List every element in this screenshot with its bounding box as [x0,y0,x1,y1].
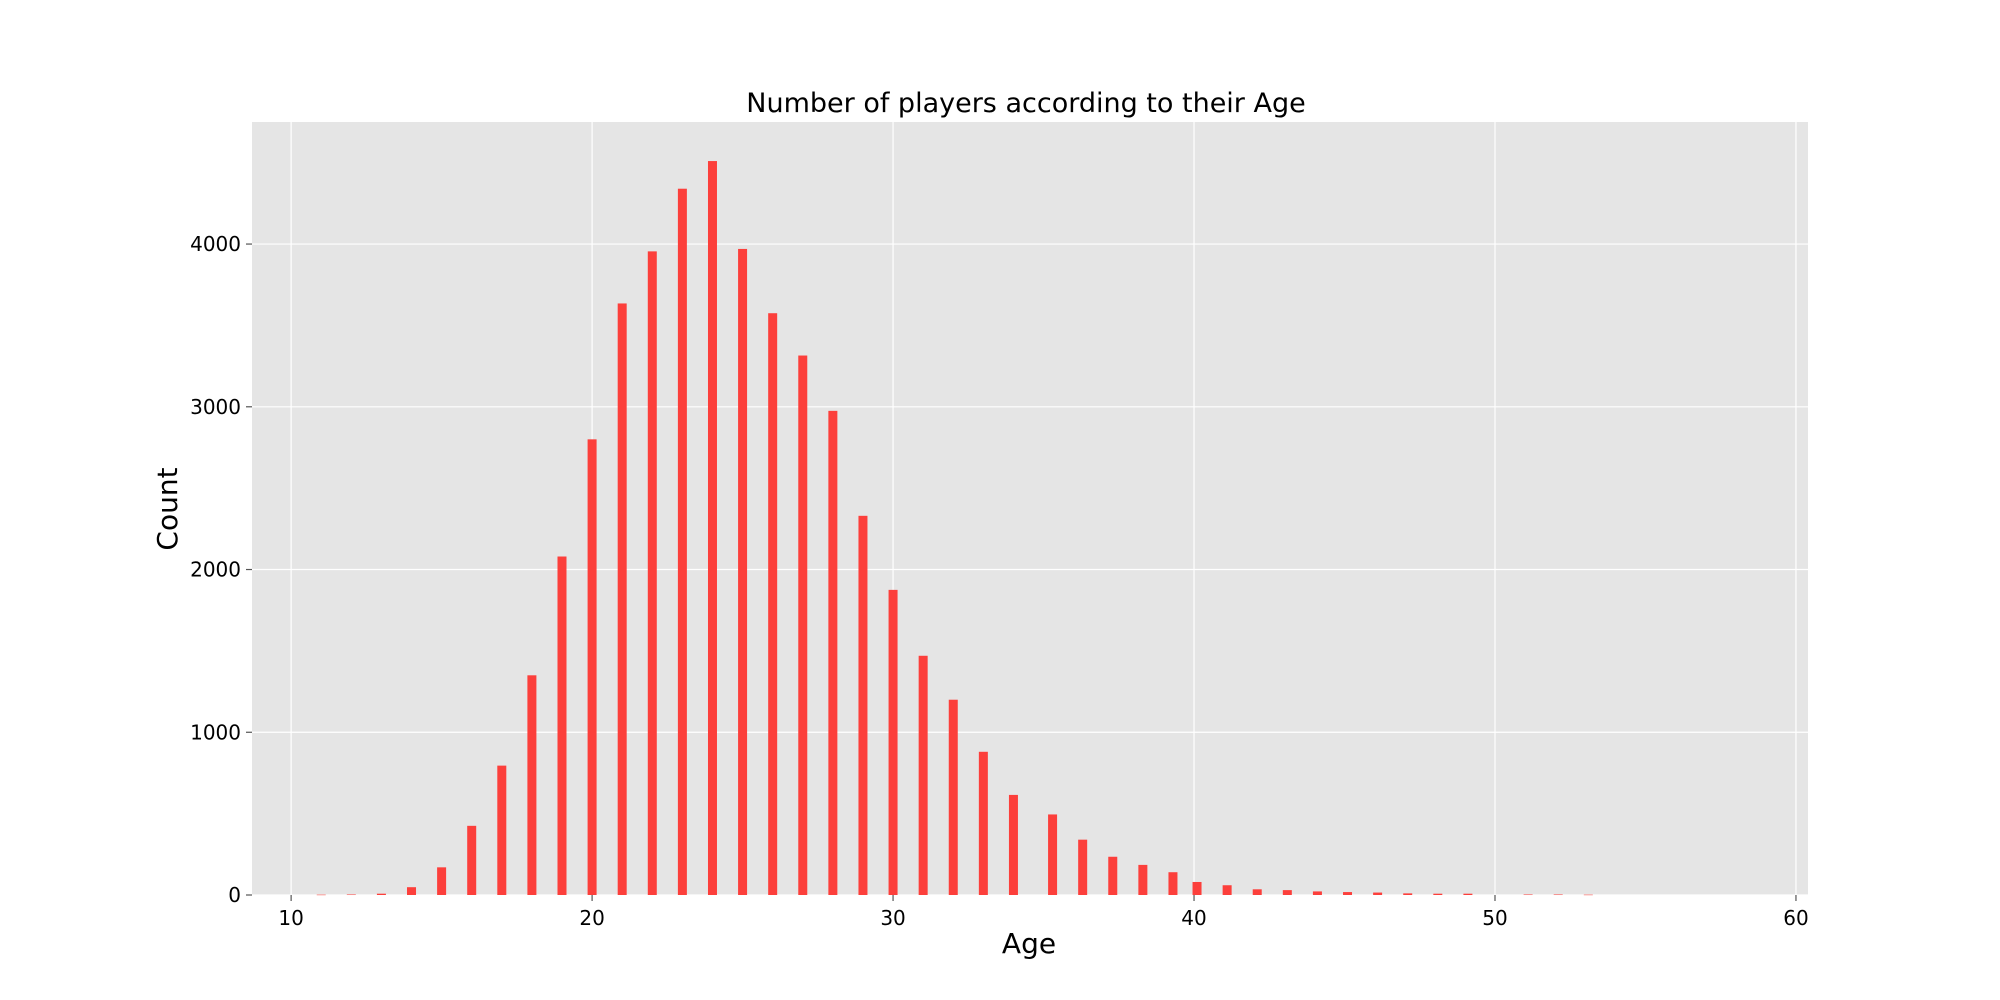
x-tick-label: 10 [278,906,303,930]
grid-lines [252,122,1808,896]
bar [1583,894,1593,896]
plot-area [252,122,1808,895]
bar [1373,892,1383,895]
bar [677,188,687,895]
bar [1138,864,1148,895]
bars [316,161,1593,896]
bar [1168,872,1178,895]
x-tick-label: 60 [1783,906,1808,930]
bar [587,439,597,895]
bar [1078,839,1088,895]
bar [467,825,477,895]
bar [858,515,868,895]
bar [828,410,838,895]
bar [738,248,748,895]
bar [647,251,657,895]
bar [1463,893,1473,895]
bar [1008,794,1018,895]
bar [1523,894,1533,896]
bar [1108,856,1118,895]
y-axis-ticks: 0 1000 2000 3000 4000 [190,232,252,907]
bar [1252,889,1262,895]
bar [1312,891,1322,895]
bar [617,303,627,896]
y-tick-label: 4000 [190,232,241,256]
y-tick-label: 1000 [190,720,241,744]
bar [346,894,356,896]
chart-title: Number of players according to their Age [746,88,1305,119]
x-tick-label: 20 [579,906,604,930]
x-tick-label: 40 [1181,906,1206,930]
bar [497,765,507,895]
bar [798,355,808,896]
bar [978,751,988,895]
bar [1222,885,1232,895]
y-axis-label: Count [151,467,184,550]
bar [1048,814,1058,895]
x-tick-label: 30 [880,906,905,930]
bar [948,699,958,895]
bar [407,887,417,895]
bar [888,589,898,895]
bar [1433,893,1443,895]
x-axis-label: Age [1002,927,1056,960]
bar [1553,894,1563,896]
y-tick-label: 0 [228,883,241,907]
x-axis-ticks: 10 20 30 40 50 60 [278,895,1809,930]
bar [1343,892,1353,895]
bar [316,894,326,896]
bar [1403,893,1413,895]
bar [437,867,447,895]
bar [1282,890,1292,895]
bar [768,313,778,895]
y-tick-label: 3000 [190,395,241,419]
y-tick-label: 2000 [190,558,241,582]
bar [918,655,928,895]
bar [376,893,386,895]
bar [527,675,537,895]
bar [1192,881,1202,895]
bar [557,556,567,895]
x-tick-label: 50 [1482,906,1507,930]
bar [707,161,717,896]
